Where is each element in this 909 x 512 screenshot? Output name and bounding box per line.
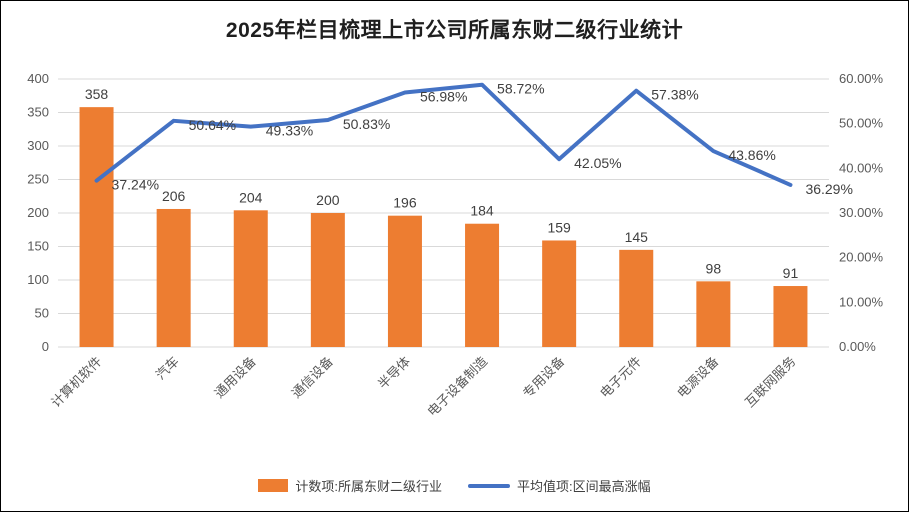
line-value-label: 37.24% (112, 177, 159, 193)
right-axis-tick-label: 30.00% (839, 205, 884, 220)
line-value-label: 49.33% (266, 123, 313, 139)
category-label: 电子设备制造 (424, 354, 490, 420)
line-value-label: 36.29% (805, 181, 852, 197)
legend-label-bar-series: 计数项:所属东财二级行业 (295, 479, 442, 494)
right-axis-tick-label: 50.00% (839, 116, 884, 131)
left-axis-tick-label: 350 (27, 105, 49, 120)
left-axis-tick-label: 300 (27, 138, 49, 153)
left-axis-tick-label: 50 (35, 306, 49, 321)
category-label: 互联网服务 (742, 354, 799, 411)
right-axis-tick-label: 0.00% (839, 339, 876, 354)
right-axis-tick-label: 10.00% (839, 294, 884, 309)
bar (387, 215, 422, 347)
bar (233, 210, 268, 347)
bar-value-label: 145 (625, 229, 649, 245)
bar (156, 208, 191, 347)
bar-value-label: 98 (706, 260, 722, 276)
bar-value-label: 206 (162, 188, 186, 204)
line-series-swatch-icon (468, 483, 510, 488)
plot-area: 0 50 100 150 200 250 300 350 400 0.00% 10.00% 20.00… (27, 71, 884, 420)
bar-value-label: 91 (783, 265, 799, 281)
left-axis-tick-label: 400 (27, 71, 49, 86)
legend-item-line-series: 平均值项:区间最高涨幅 (468, 476, 651, 495)
category-label: 电源设备 (674, 354, 721, 401)
line-value-label: 42.05% (574, 155, 621, 171)
bar-value-label: 200 (316, 192, 340, 208)
bar (619, 249, 654, 347)
category-label: 通用设备 (211, 354, 258, 401)
line-series (94, 82, 793, 187)
left-axis-tick-label: 0 (42, 339, 49, 354)
bar-value-label: 358 (85, 86, 109, 102)
category-label: 汽车 (153, 354, 182, 383)
line-value-label: 50.83% (343, 116, 390, 132)
line-value-label: 58.72% (497, 81, 544, 97)
category-label: 专用设备 (520, 354, 567, 401)
legend-label-line-series: 平均值项:区间最高涨幅 (517, 479, 651, 494)
left-axis-tick-label: 150 (27, 239, 49, 254)
left-axis-tick-label: 100 (27, 272, 49, 287)
right-axis-tick-label: 20.00% (839, 250, 884, 265)
line-value-label: 57.38% (651, 87, 698, 103)
bar (79, 107, 114, 347)
category-label: 半导体 (375, 354, 413, 392)
bar-value-label: 204 (239, 189, 263, 205)
line-value-label: 56.98% (420, 88, 467, 104)
bar (696, 281, 731, 347)
right-axis-tick-label: 60.00% (839, 71, 884, 86)
left-axis-tick-label: 200 (27, 205, 49, 220)
legend-item-bar-series: 计数项:所属东财二级行业 (258, 476, 442, 495)
bar-series-swatch-icon (258, 479, 289, 492)
chart-title: 2025年栏目梳理上市公司所属东财二级行业统计 (225, 19, 684, 42)
line-value-label: 43.86% (728, 147, 775, 163)
right-axis-tick-label: 40.00% (839, 160, 884, 175)
bar (773, 286, 808, 347)
bar-value-label: 184 (470, 203, 494, 219)
left-axis-tick-label: 250 (27, 172, 49, 187)
line-value-label: 50.64% (189, 117, 236, 133)
category-label: 计算机软件 (48, 354, 105, 411)
bar (310, 213, 345, 347)
category-label: 通信设备 (289, 354, 336, 401)
bar (542, 240, 577, 347)
legend: 计数项:所属东财二级行业 平均值项:区间最高涨幅 (1, 476, 908, 495)
category-label: 电子元件 (597, 354, 644, 401)
bar-value-label: 159 (547, 219, 571, 235)
bar (465, 223, 500, 347)
bar-value-label: 196 (393, 195, 417, 211)
